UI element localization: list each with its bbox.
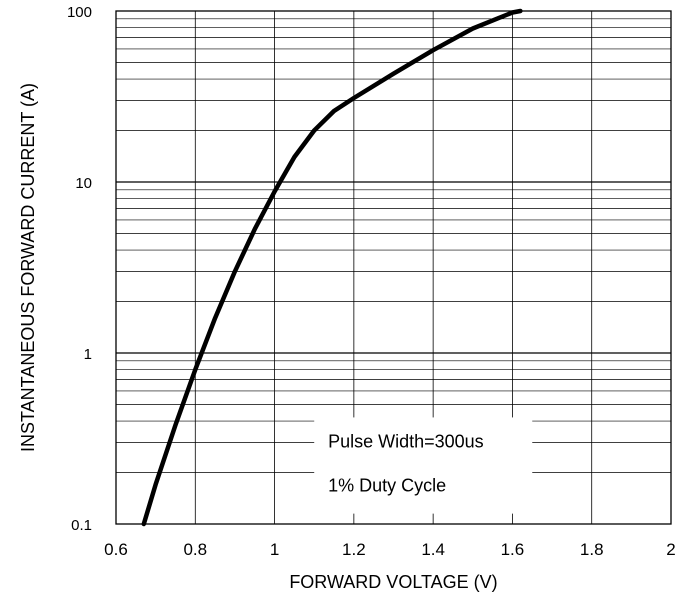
annotation-background	[314, 417, 533, 514]
major-grid	[116, 11, 671, 524]
annotation-line-2: 1% Duty Cycle	[328, 475, 446, 495]
x-tick-label: 1	[270, 540, 279, 559]
x-tick-label: 1.8	[580, 540, 604, 559]
x-tick-label: 0.6	[104, 540, 128, 559]
x-tick-label: 2	[666, 540, 675, 559]
x-tick-label: 0.8	[183, 540, 207, 559]
forward-current-curve	[141, 8, 523, 527]
x-tick-label: 1.6	[501, 540, 525, 559]
plot-frame	[115, 10, 672, 525]
x-tick-label: 1.4	[421, 540, 445, 559]
y-tick-label: 100	[67, 4, 92, 21]
y-tick-label: 0.1	[71, 517, 92, 534]
minor-grid	[116, 18, 671, 473]
x-axis-label: FORWARD VOLTAGE (V)	[289, 572, 497, 592]
y-tick-label: 10	[75, 175, 92, 192]
y-tick-label: 1	[84, 346, 92, 363]
y-axis-label: INSTANTANEOUS FORWARD CURRENT (A)	[18, 83, 38, 452]
x-tick-label: 1.2	[342, 540, 366, 559]
annotation-line-1: Pulse Width=300us	[328, 432, 484, 452]
y-tick-labels: 0.1 1 10 100	[67, 4, 92, 534]
x-tick-labels: 0.6 0.8 1 1.2 1.4 1.6 1.8 2	[104, 540, 676, 559]
